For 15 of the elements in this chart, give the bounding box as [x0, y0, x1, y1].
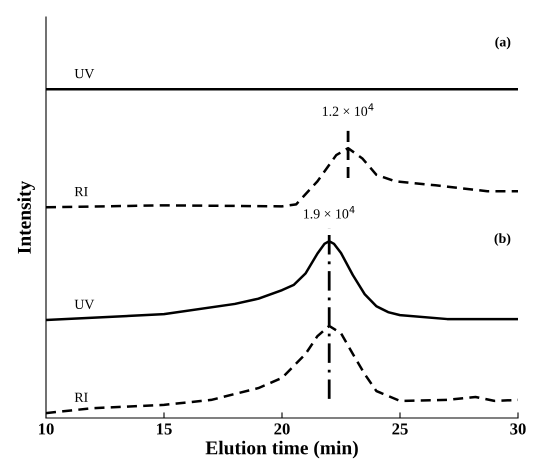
x-tick-label: 10 — [39, 423, 54, 435]
x-tick-label: 15 — [157, 423, 172, 435]
series-label: RI — [74, 187, 88, 196]
x-tick-label: 20 — [274, 423, 290, 435]
x-tick-label: 25 — [392, 423, 408, 435]
series-label: UV — [74, 300, 94, 310]
series-label: RI — [74, 392, 88, 402]
x-axis-title: Elution time (min) — [206, 440, 358, 458]
text: (a) — [495, 36, 510, 50]
x-tick-label: 30 — [510, 423, 526, 435]
ref-line-label: 1.2 × 10$^{4}$ — [322, 103, 374, 116]
annotation: (b) — [494, 233, 510, 246]
y-axis-title: Intensity — [17, 180, 35, 254]
series-label: UV — [74, 69, 94, 78]
ref-line-label: 1.9 × 10$^{4}$ — [304, 206, 355, 219]
